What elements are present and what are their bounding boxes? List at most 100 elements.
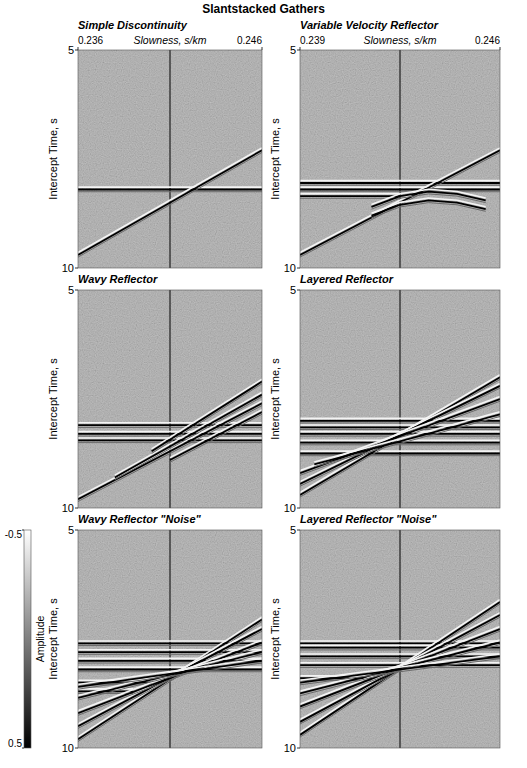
x-axis-title: Slowness, s/km: [364, 34, 437, 46]
panel-title: Layered Reflector "Noise": [300, 513, 437, 525]
noise-texture: [78, 290, 262, 508]
wavelet-lobe: [300, 627, 500, 705]
x-tick-label: 0.246: [237, 35, 262, 46]
y-tick: [75, 748, 78, 749]
reference-line: [170, 290, 171, 508]
colorbar-tick: [22, 748, 24, 749]
plot-frame: [300, 530, 500, 748]
wavelet-lobe: [300, 450, 500, 452]
y-tick-label: 5: [290, 524, 296, 536]
panel-title: Variable Velocity Reflector: [300, 19, 439, 31]
panel: Wavy Reflector510Intercept Time, s: [47, 273, 262, 514]
event: [78, 150, 262, 255]
wavelet-tail: [78, 645, 262, 716]
wavelet-tail: [300, 429, 500, 430]
wavelet-tail: [300, 152, 500, 257]
reference-line: [170, 50, 171, 268]
y-tick: [297, 50, 300, 51]
wavelet-lobe: [300, 384, 500, 482]
event: [300, 615, 500, 722]
wavelet-tail: [300, 645, 500, 696]
event: [78, 669, 262, 671]
colorbar-tick: [22, 530, 24, 531]
y-tick: [75, 530, 78, 531]
y-axis-title: Intercept Time, s: [47, 358, 59, 440]
wavelet-lobe: [300, 418, 500, 420]
y-tick-label: 5: [68, 524, 74, 536]
wavelet-lobe: [78, 627, 262, 724]
event: [300, 195, 400, 197]
x-axis-title: Slowness, s/km: [134, 34, 207, 46]
wavelet-tail: [300, 455, 500, 456]
event: [300, 399, 500, 473]
reference-line: [170, 530, 171, 748]
panel: Wavy Reflector "Noise"510Intercept Time,…: [47, 513, 262, 754]
y-tick: [297, 508, 300, 509]
wavelet-tail: [78, 406, 262, 502]
wavelet-lobe: [300, 653, 500, 655]
wavelet-tail: [78, 663, 262, 689]
wavelet-tail: [300, 631, 500, 709]
wavelet-lobe: [78, 650, 262, 696]
y-tick: [297, 290, 300, 291]
reference-line: [400, 530, 401, 748]
y-tick-label: 5: [68, 44, 74, 56]
y-axis-title: Intercept Time, s: [47, 598, 59, 680]
wavelet-lobe: [314, 412, 500, 462]
event: [300, 453, 500, 455]
wavelet-tail: [78, 191, 262, 192]
wavelet-tail: [300, 401, 500, 475]
wavelet-lobe: [300, 148, 500, 253]
noise-texture: [78, 530, 262, 748]
event: [78, 652, 262, 698]
event: [78, 619, 262, 739]
y-tick: [297, 530, 300, 531]
x-tick-label: 0.236: [78, 35, 103, 46]
event: [300, 189, 500, 191]
event: [314, 414, 500, 464]
event: [300, 629, 500, 707]
event: [78, 403, 262, 499]
plot-frame: [78, 290, 262, 508]
panel: Simple Discontinuity 0.236 0.246 Slowness, …: [47, 19, 263, 274]
panel: Variable Velocity Reflector0.2390.246Slo…: [269, 19, 501, 274]
y-tick-label: 10: [62, 502, 74, 514]
plot-background: [78, 290, 262, 508]
plot-marks: [300, 50, 500, 268]
wavelet-tail: [300, 388, 500, 486]
wavelet-lobe: [115, 392, 262, 475]
plot-frame: [78, 50, 262, 268]
y-axis-title: Intercept Time, s: [269, 118, 281, 200]
y-tick-label: 10: [62, 262, 74, 274]
x-tick: [78, 47, 79, 50]
noise-texture: [78, 50, 262, 268]
wavelet-tail: [78, 152, 262, 257]
plot-frame: [78, 530, 262, 748]
panel: Layered Reflector "Noise"510Intercept Ti…: [269, 513, 500, 754]
x-tick-label: 0.239: [300, 35, 325, 46]
event: [78, 642, 262, 713]
event: [115, 395, 262, 478]
event: [300, 426, 500, 428]
plot-background: [78, 50, 262, 268]
event: [300, 602, 500, 735]
figure: Slantstacked GathersSimple Discontinuity…: [0, 0, 527, 768]
plot-marks: [300, 290, 500, 508]
y-tick-label: 10: [284, 502, 296, 514]
panel-title: Simple Discontinuity: [78, 19, 188, 31]
y-axis-title: Intercept Time, s: [269, 358, 281, 440]
event: [300, 386, 500, 484]
y-tick: [75, 50, 78, 51]
wavelet-tail: [300, 191, 500, 192]
wavelet-tail: [300, 185, 500, 186]
wavelet-lobe: [300, 375, 500, 493]
colorbar-title: Amplitude: [34, 616, 46, 663]
event: [78, 189, 262, 191]
y-tick-label: 5: [290, 44, 296, 56]
y-tick: [297, 268, 300, 269]
colorbar-tick-label: 0.5: [8, 738, 22, 749]
y-tick-label: 10: [62, 742, 74, 754]
wavelet-tail: [115, 397, 262, 480]
wavelet-tail: [78, 631, 262, 728]
noise-texture: [300, 290, 500, 508]
